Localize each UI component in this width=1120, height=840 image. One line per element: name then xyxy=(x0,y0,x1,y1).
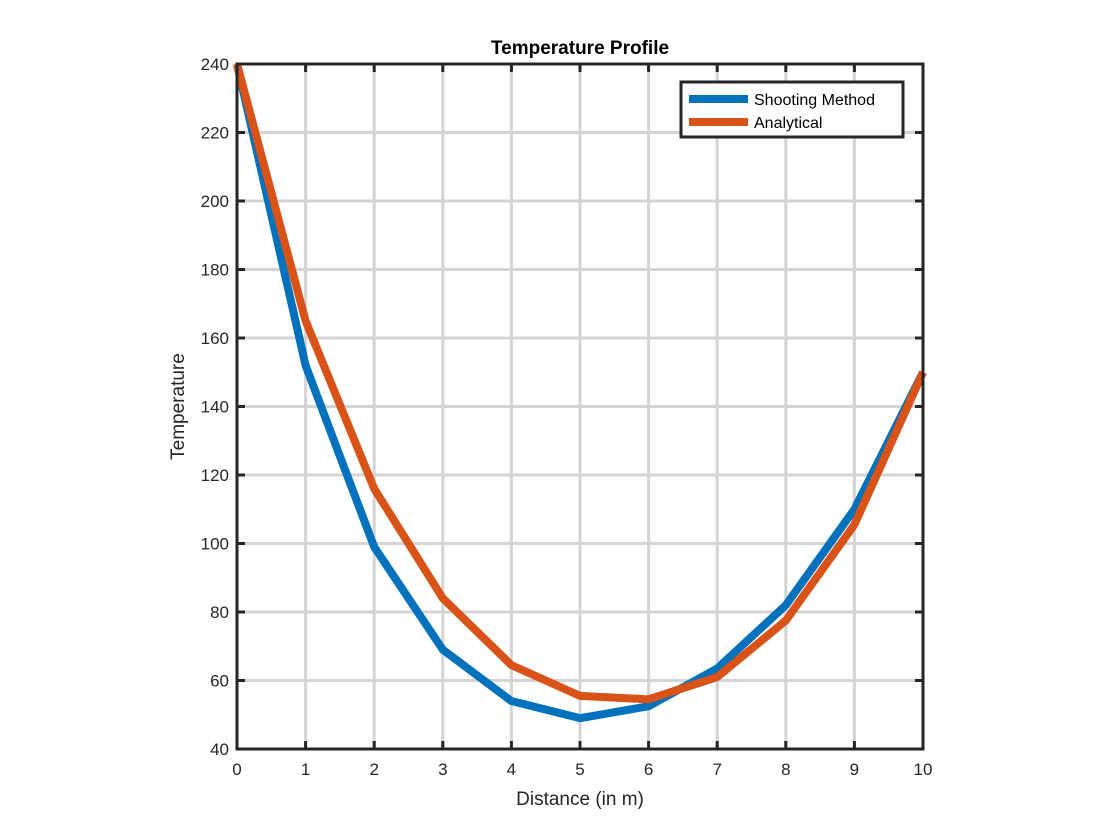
y-tick-labels: 40 60 80 100 120 140 160 180 200 220 240 xyxy=(201,55,229,759)
x-tick-label: 8 xyxy=(781,760,790,779)
series-line-0 xyxy=(233,63,927,723)
y-axis-label: Temperature xyxy=(168,353,189,460)
y-tick-label: 180 xyxy=(201,261,229,280)
chart-title: Temperature Profile xyxy=(491,38,669,59)
x-tick-label: 4 xyxy=(507,760,516,779)
legend-entry-label: Shooting Method xyxy=(754,92,875,109)
y-tick-label: 60 xyxy=(210,672,229,691)
y-tick-label: 40 xyxy=(210,740,229,759)
x-tick-label: 3 xyxy=(438,760,447,779)
x-tick-label: 6 xyxy=(644,760,653,779)
legend: Shooting Method Analytical xyxy=(679,80,905,139)
y-tick-label: 140 xyxy=(201,398,229,417)
x-tick-label: 0 xyxy=(232,760,241,779)
y-tick-label: 80 xyxy=(210,603,229,622)
x-tick-label: 7 xyxy=(712,760,721,779)
y-tick-label: 160 xyxy=(201,329,229,348)
y-tick-label: 240 xyxy=(201,55,229,74)
y-tick-label: 220 xyxy=(201,124,229,143)
x-tick-label: 5 xyxy=(575,760,584,779)
ticks xyxy=(235,62,925,751)
series-lines xyxy=(233,62,927,723)
legend-box xyxy=(679,80,905,139)
y-tick-label: 100 xyxy=(201,535,229,554)
x-axis-label: Distance (in m) xyxy=(516,789,644,810)
x-tick-label: 2 xyxy=(369,760,378,779)
series-line-1 xyxy=(233,62,927,704)
x-tick-labels: 0 1 2 3 4 5 6 7 8 9 10 xyxy=(232,760,932,779)
y-tick-label: 200 xyxy=(201,192,229,211)
legend-entry-label: Analytical xyxy=(754,115,822,132)
y-tick-label: 120 xyxy=(201,466,229,485)
x-tick-label: 1 xyxy=(301,760,310,779)
grid xyxy=(237,64,923,749)
x-tick-label: 10 xyxy=(914,760,933,779)
x-tick-label: 9 xyxy=(850,760,859,779)
